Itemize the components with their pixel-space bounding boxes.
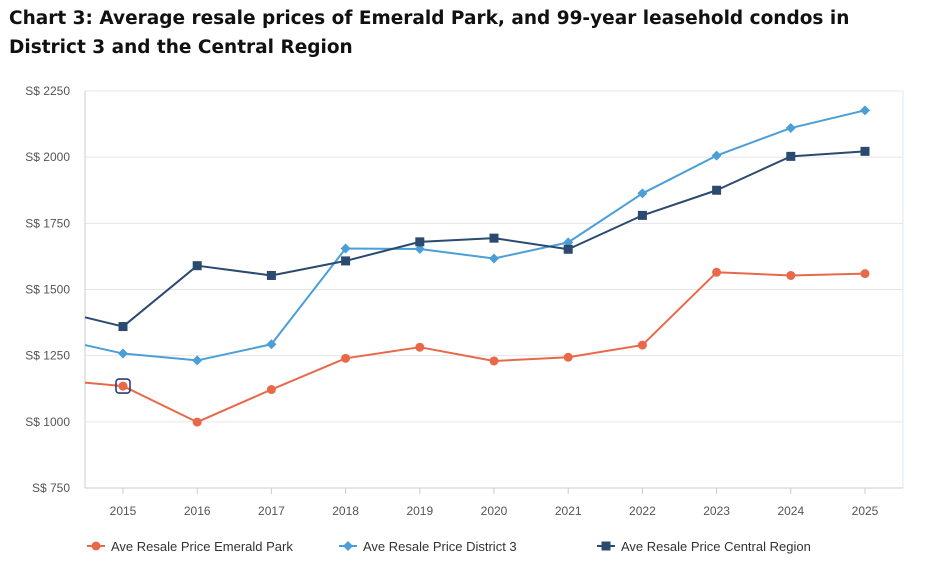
y-tick-label: S$ 750 (32, 481, 70, 495)
legend-item-1[interactable]: Ave Resale Price Emerald Park (87, 539, 293, 554)
data-point[interactable] (415, 342, 425, 352)
data-point[interactable] (786, 270, 796, 280)
legend-label: Ave Resale Price Central Region (621, 539, 811, 554)
data-point[interactable] (860, 105, 870, 116)
legend-item-3[interactable]: Ave Resale Price Central Region (597, 539, 811, 554)
y-axis-ticks: S$ 750 S$ 1000 S$ 1250 S$ 1500 S$ 1750 S$ 200… (25, 84, 70, 495)
series-line (84, 150, 866, 328)
x-tick-label: 2016 (184, 504, 211, 518)
data-point[interactable] (489, 356, 499, 366)
series-2 (84, 105, 870, 366)
y-tick-label: S$ 1250 (25, 349, 70, 363)
data-point[interactable] (341, 256, 351, 266)
data-point[interactable] (489, 233, 499, 243)
data-point[interactable] (711, 150, 722, 161)
y-tick-label: S$ 1500 (25, 283, 70, 297)
series-line (84, 109, 866, 362)
x-tick-label: 2021 (555, 504, 582, 518)
data-point[interactable] (489, 253, 499, 264)
data-point[interactable] (414, 244, 425, 255)
data-point[interactable] (192, 261, 202, 271)
series-1 (84, 267, 870, 427)
x-tick-label: 2017 (258, 504, 285, 518)
legend-marker (601, 541, 611, 551)
data-point[interactable] (415, 237, 425, 247)
data-point[interactable] (563, 352, 573, 362)
data-point[interactable] (192, 417, 202, 427)
data-point[interactable] (637, 188, 648, 199)
data-point[interactable] (266, 270, 276, 280)
x-tick-label: 2025 (852, 504, 879, 518)
legend: Ave Resale Price Emerald Park Ave Resale … (87, 539, 811, 554)
y-tick-label: S$ 2000 (25, 150, 70, 164)
highlighted-point[interactable] (115, 378, 131, 394)
data-point[interactable] (786, 151, 796, 161)
data-point[interactable] (266, 385, 276, 395)
x-tick-label: 2018 (332, 504, 359, 518)
data-point[interactable] (712, 185, 722, 195)
data-point[interactable] (341, 353, 351, 363)
legend-label: Ave Resale Price District 3 (363, 539, 517, 554)
data-point[interactable] (563, 244, 573, 254)
x-tick-label: 2015 (110, 504, 137, 518)
y-tick-label: S$ 1750 (25, 216, 70, 230)
series-layer (84, 105, 870, 427)
y-tick-label: S$ 1000 (25, 415, 70, 429)
legend-label: Ave Resale Price Emerald Park (111, 539, 293, 554)
data-point[interactable] (860, 146, 870, 156)
data-point[interactable] (637, 340, 647, 350)
x-axis-ticks: 2015 2016 2017 2018 2019 2020 2021 2022 2023 2024… (110, 488, 879, 518)
legend-marker (343, 541, 353, 551)
legend-marker (91, 541, 101, 551)
data-point[interactable] (118, 322, 128, 332)
x-tick-label: 2024 (777, 504, 804, 518)
x-tick-label: 2022 (629, 504, 656, 518)
data-point[interactable] (118, 348, 128, 359)
series-3 (84, 146, 870, 332)
legend-item-2[interactable]: Ave Resale Price District 3 (339, 539, 517, 554)
x-tick-label: 2020 (481, 504, 508, 518)
data-point[interactable] (266, 339, 277, 350)
series-line (84, 271, 866, 424)
data-point[interactable] (712, 267, 722, 277)
data-point[interactable] (340, 243, 351, 254)
y-tick-label: S$ 2250 (25, 84, 70, 98)
data-point[interactable] (192, 355, 203, 366)
x-tick-label: 2023 (703, 504, 730, 518)
x-tick-label: 2019 (406, 504, 433, 518)
data-point[interactable] (118, 381, 128, 391)
chart-title: Chart 3: Average resale prices of Emeral… (9, 8, 850, 58)
data-point[interactable] (637, 210, 647, 220)
data-point[interactable] (785, 123, 796, 134)
data-point[interactable] (860, 269, 870, 279)
